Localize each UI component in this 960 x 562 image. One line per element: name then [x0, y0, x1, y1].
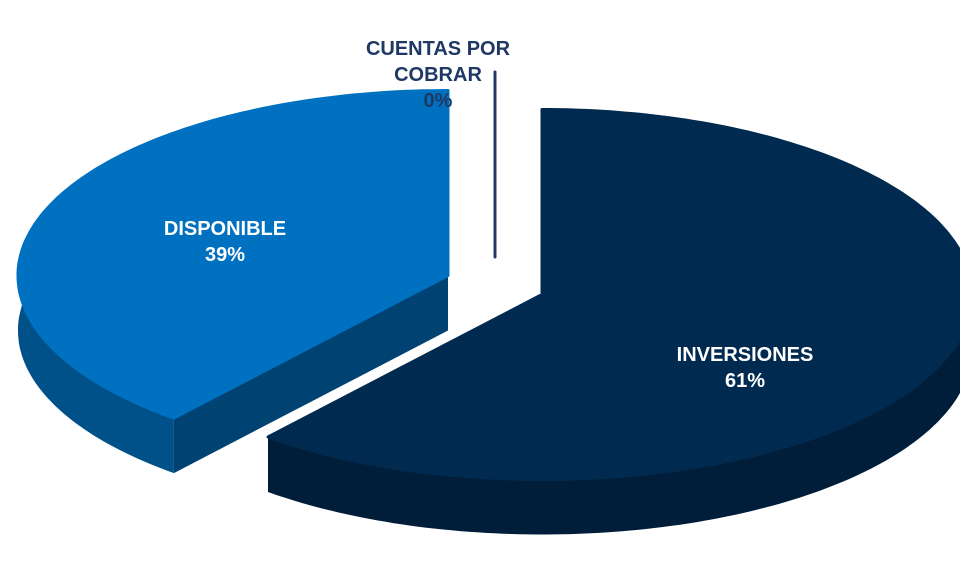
slice-outer-wall [268, 109, 960, 535]
slice-percent: 0% [423, 90, 453, 112]
slice-category: INVERSIONES [676, 344, 814, 366]
slice [266, 108, 960, 481]
slice-radial-wall [173, 275, 448, 474]
slice [16, 89, 450, 420]
slice-percent: 39% [204, 244, 246, 266]
slice-percent: 61% [724, 370, 766, 392]
slice-tops [16, 70, 960, 481]
slice-category: CUENTAS POR COBRAR [365, 38, 511, 86]
slice-label: INVERSIONES 61% [650, 342, 840, 394]
slice-label: CUENTAS POR COBRAR 0% [343, 36, 533, 114]
slice-category: DISPONIBLE [163, 218, 287, 240]
slice-label: DISPONIBLE 39% [130, 216, 320, 268]
